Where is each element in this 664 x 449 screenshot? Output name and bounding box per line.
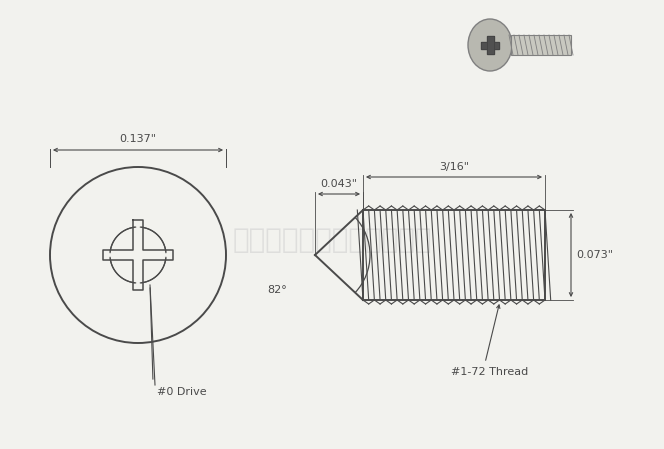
Text: 3/16": 3/16" <box>439 162 469 172</box>
Text: 0.043": 0.043" <box>321 179 357 189</box>
Text: 82°: 82° <box>267 285 287 295</box>
Text: 0.073": 0.073" <box>576 250 613 260</box>
Text: #1-72 Thread: #1-72 Thread <box>452 367 529 377</box>
Polygon shape <box>481 41 499 48</box>
Text: 无锡市阿曼达机电有限公司: 无锡市阿曼达机电有限公司 <box>232 226 432 254</box>
Text: #0 Drive: #0 Drive <box>157 387 207 397</box>
Text: 0.137": 0.137" <box>120 134 157 144</box>
Polygon shape <box>487 36 493 54</box>
Ellipse shape <box>468 19 512 71</box>
Bar <box>511 35 571 55</box>
